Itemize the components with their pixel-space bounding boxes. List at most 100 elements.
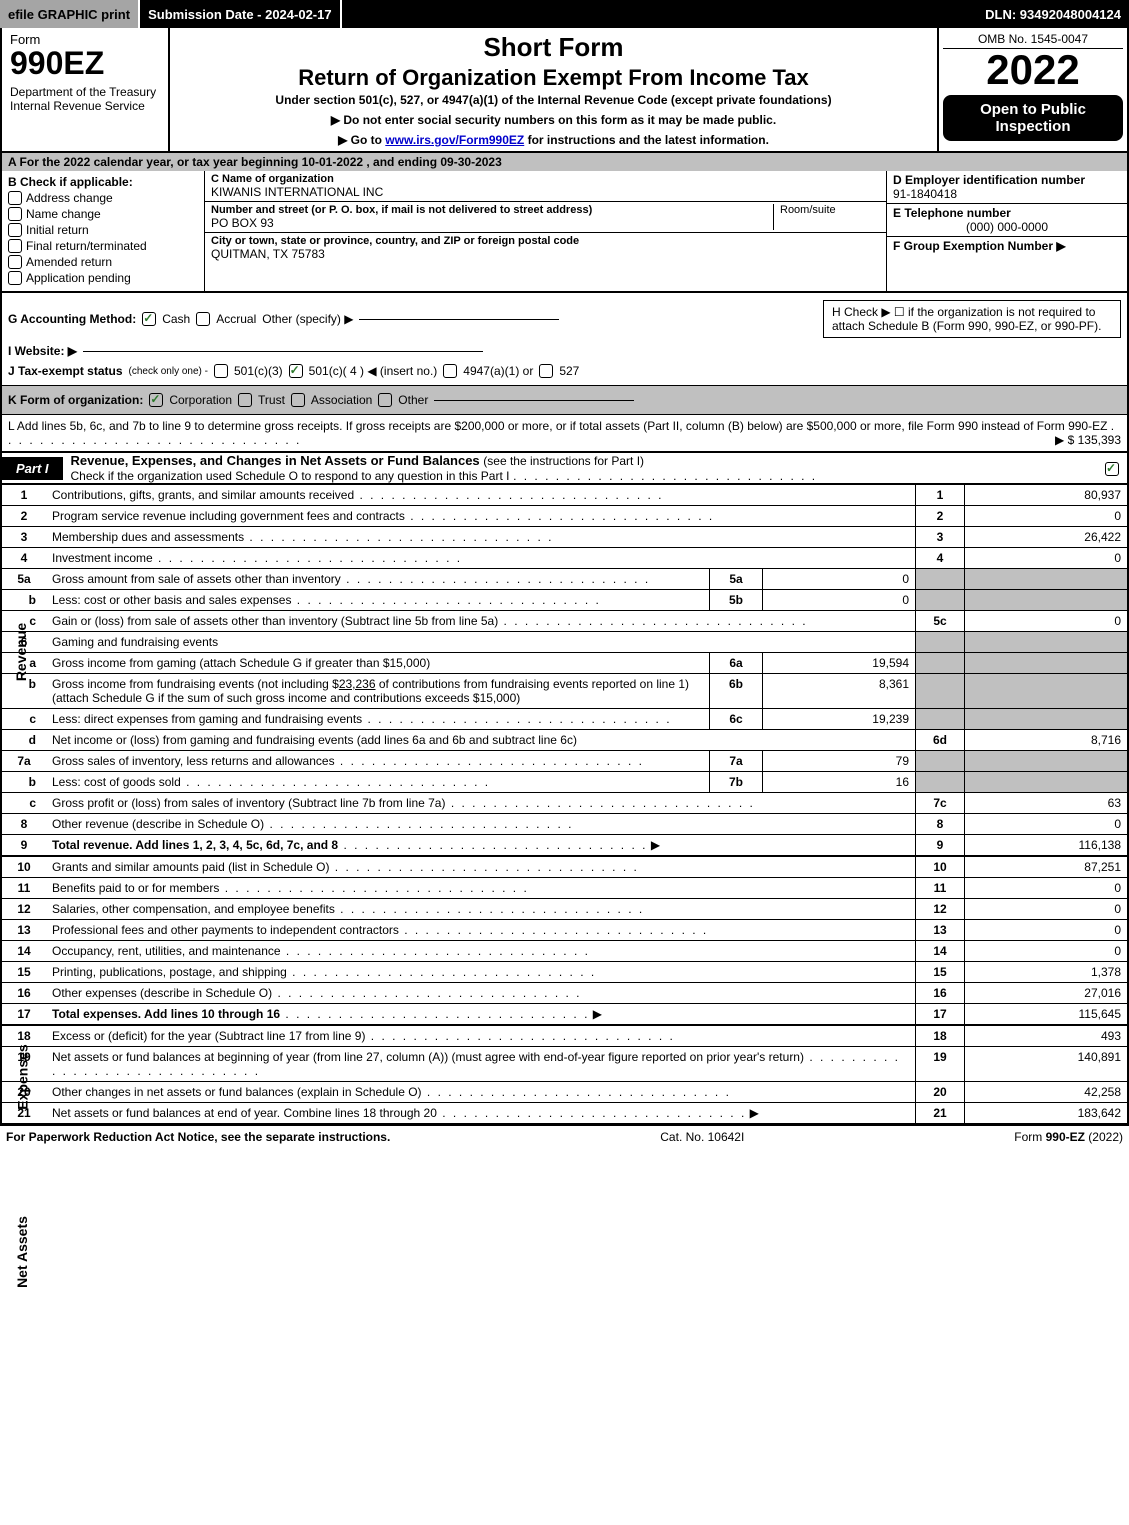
footer-center: Cat. No. 10642I [660, 1130, 744, 1144]
box-j-sub: (check only one) - [129, 366, 208, 377]
cb-corporation[interactable] [149, 393, 163, 407]
line-11: 11 Benefits paid to or for members 11 0 [1, 878, 1128, 899]
instruction-ssn: ▶ Do not enter social security numbers o… [178, 113, 929, 127]
group-label: F Group Exemption Number ▶ [893, 239, 1121, 253]
line-6b: b Gross income from fundraising events (… [1, 674, 1128, 709]
top-bar: efile GRAPHIC print Submission Date - 20… [0, 0, 1129, 28]
assoc-label: Association [311, 393, 372, 407]
cb-name-change[interactable]: Name change [8, 207, 198, 221]
other-input[interactable] [359, 319, 559, 320]
box-g-label: G Accounting Method: [8, 312, 136, 326]
box-l-value: ▶ $ 135,393 [1055, 433, 1121, 447]
header-center: Short Form Return of Organization Exempt… [170, 28, 937, 151]
line-6: 6 Gaming and fundraising events [1, 632, 1128, 653]
line-5b: b Less: cost or other basis and sales ex… [1, 590, 1128, 611]
cb-501c[interactable] [289, 364, 303, 378]
other-org-label: Other [398, 393, 428, 407]
line-5a: 5a Gross amount from sale of assets othe… [1, 569, 1128, 590]
cb-other-org[interactable] [378, 393, 392, 407]
part-i-sub: (see the instructions for Part I) [483, 454, 644, 468]
addr-label: Number and street (or P. O. box, if mail… [211, 204, 592, 216]
trust-label: Trust [258, 393, 285, 407]
part-i-check-text: Check if the organization used Schedule … [71, 469, 510, 483]
dln: DLN: 93492048004124 [977, 7, 1129, 22]
line-6d: d Net income or (loss) from gaming and f… [1, 730, 1128, 751]
header-right: OMB No. 1545-0047 2022 Open to Public In… [937, 28, 1127, 151]
org-name-label: C Name of organization [211, 173, 334, 185]
cb-address-change[interactable]: Address change [8, 191, 198, 205]
side-revenue: Revenue [13, 623, 29, 681]
website-input[interactable] [83, 351, 483, 352]
line-18: 18 Excess or (deficit) for the year (Sub… [1, 1025, 1128, 1047]
box-l: L Add lines 5b, 6c, and 7b to line 9 to … [0, 415, 1129, 452]
addr-value: PO BOX 93 [211, 216, 274, 230]
cb-cash[interactable] [142, 312, 156, 326]
efile-print[interactable]: efile GRAPHIC print [0, 0, 140, 28]
line-10: 10 Grants and similar amounts paid (list… [1, 856, 1128, 878]
other-org-input[interactable] [434, 400, 634, 401]
phone-label: E Telephone number [893, 206, 1121, 220]
accrual-label: Accrual [216, 312, 256, 326]
cash-label: Cash [162, 312, 190, 326]
cb-501c3[interactable] [214, 364, 228, 378]
cb-trust[interactable] [238, 393, 252, 407]
meta-block: G Accounting Method: Cash Accrual Other … [0, 293, 1129, 386]
side-expenses: Expenses [15, 1044, 31, 1109]
cb-label: Amended return [26, 255, 112, 269]
title-return: Return of Organization Exempt From Incom… [178, 65, 929, 91]
cb-amended-return[interactable]: Amended return [8, 255, 198, 269]
cb-label: Name change [26, 207, 101, 221]
submission-date: Submission Date - 2024-02-17 [140, 0, 342, 28]
line-16: 16 Other expenses (describe in Schedule … [1, 983, 1128, 1004]
footer-left: For Paperwork Reduction Act Notice, see … [6, 1130, 390, 1144]
cb-final-return[interactable]: Final return/terminated [8, 239, 198, 253]
lines-table: 1 Contributions, gifts, grants, and simi… [0, 484, 1129, 1124]
part-i-title: Revenue, Expenses, and Changes in Net As… [71, 453, 480, 468]
line-7a: 7a Gross sales of inventory, less return… [1, 751, 1128, 772]
line-21: 21 Net assets or fund balances at end of… [1, 1103, 1128, 1124]
cb-association[interactable] [291, 393, 305, 407]
cb-527[interactable] [539, 364, 553, 378]
line-20: 20 Other changes in net assets or fund b… [1, 1082, 1128, 1103]
cb-label: Final return/terminated [26, 239, 147, 253]
box-i-label: I Website: ▶ [8, 344, 77, 358]
line-5c: c Gain or (loss) from sale of assets oth… [1, 611, 1128, 632]
instr-post: for instructions and the latest informat… [524, 133, 769, 147]
line-14: 14 Occupancy, rent, utilities, and maint… [1, 941, 1128, 962]
cb-schedule-o-used[interactable] [1105, 462, 1119, 476]
line-7b: b Less: cost of goods sold 7b 16 [1, 772, 1128, 793]
form-header: Form 990EZ Department of the Treasury In… [0, 28, 1129, 153]
cb-initial-return[interactable]: Initial return [8, 223, 198, 237]
phone-value: (000) 000-0000 [893, 220, 1121, 234]
box-k: K Form of organization: Corporation Trus… [0, 386, 1129, 415]
instr-pre: ▶ Go to [338, 133, 385, 147]
page-footer: For Paperwork Reduction Act Notice, see … [0, 1124, 1129, 1148]
ein-label: D Employer identification number [893, 173, 1121, 187]
box-k-label: K Form of organization: [8, 393, 143, 407]
box-j-label: J Tax-exempt status [8, 364, 123, 378]
line-13: 13 Professional fees and other payments … [1, 920, 1128, 941]
cb-application-pending[interactable]: Application pending [8, 271, 198, 285]
other-label: Other (specify) ▶ [262, 312, 353, 326]
footer-right: Form 990-EZ (2022) [1014, 1130, 1123, 1144]
line-15: 15 Printing, publications, postage, and … [1, 962, 1128, 983]
irs-link[interactable]: www.irs.gov/Form990EZ [385, 133, 524, 147]
box-c: C Name of organization KIWANIS INTERNATI… [205, 171, 886, 291]
form-number: 990EZ [10, 47, 160, 79]
box-l-text: L Add lines 5b, 6c, and 7b to line 9 to … [8, 419, 1107, 433]
4947-label: 4947(a)(1) or [463, 364, 533, 378]
cb-accrual[interactable] [196, 312, 210, 326]
line-7c: c Gross profit or (loss) from sales of i… [1, 793, 1128, 814]
501c3-label: 501(c)(3) [234, 364, 283, 378]
box-b: B Check if applicable: Address change Na… [2, 171, 205, 291]
corp-label: Corporation [169, 393, 232, 407]
line-17: 17 Total expenses. Add lines 10 through … [1, 1004, 1128, 1026]
cb-4947[interactable] [443, 364, 457, 378]
org-name: KIWANIS INTERNATIONAL INC [211, 185, 383, 199]
instruction-link: ▶ Go to www.irs.gov/Form990EZ for instru… [178, 133, 929, 147]
line-4: 4 Investment income 4 0 [1, 548, 1128, 569]
subtitle: Under section 501(c), 527, or 4947(a)(1)… [178, 93, 929, 107]
line-2: 2 Program service revenue including gove… [1, 506, 1128, 527]
line-12: 12 Salaries, other compensation, and emp… [1, 899, 1128, 920]
cb-label: Address change [26, 191, 113, 205]
